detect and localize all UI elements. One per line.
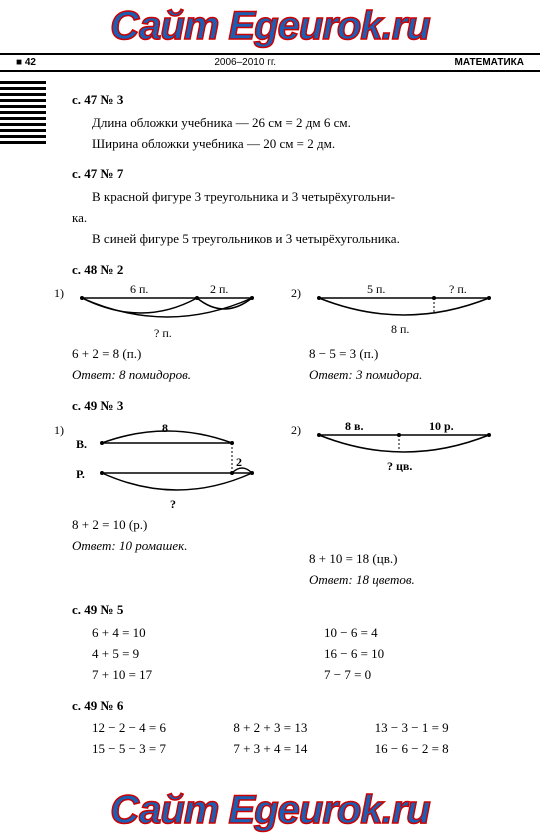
section-title: с. 49 № 5	[72, 600, 516, 621]
diagram-number: 2)	[291, 284, 301, 303]
site-logo-bottom: Сайт Egeurok.ru	[0, 784, 540, 837]
section-title: с. 47 № 7	[72, 164, 516, 185]
equation: 8 + 2 + 3 = 13	[233, 718, 374, 739]
equation: 7 − 7 = 0	[324, 665, 516, 686]
side-stripes-decoration	[0, 78, 46, 144]
diagram-number: 2)	[291, 421, 301, 440]
text-line: В синей фигуре 5 треугольников и 3 четыр…	[92, 229, 516, 250]
diagram-label: 10 р.	[429, 417, 454, 436]
text-line: В красной фигуре 3 треугольника и 3 четы…	[92, 187, 516, 208]
diagram-label: ?	[170, 495, 176, 514]
section-title: с. 47 № 3	[72, 90, 516, 111]
equation: 15 − 5 − 3 = 7	[92, 739, 233, 760]
diagram-label: 2 п.	[210, 280, 228, 299]
diagram-label: 8 п.	[391, 320, 409, 339]
diagram-49-3-2: 2) 8 в. 10 р. ? цв.	[309, 421, 516, 511]
equation: 6 + 2 = 8 (п.)	[72, 344, 279, 365]
equation: 4 + 5 = 9	[92, 644, 284, 665]
equation: 8 − 5 = 3 (п.)	[309, 344, 516, 365]
equation: 16 − 6 − 2 = 8	[375, 739, 516, 760]
equation: 8 + 2 = 10 (р.)	[72, 515, 279, 536]
text-line: Ширина обложки учебника — 20 см = 2 дм.	[92, 134, 516, 155]
diagram-label: 2	[236, 453, 242, 472]
text-line: ка.	[72, 208, 516, 229]
diagram-label: В.	[76, 435, 87, 454]
diagram-48-2-2: 2) 5 п. ? п. 8 п.	[309, 284, 516, 340]
header-subject: МАТЕМАТИКА	[454, 57, 524, 68]
diagram-label: ? цв.	[387, 457, 412, 476]
equation: 16 − 6 = 10	[324, 644, 516, 665]
diagram-label: ? п.	[449, 280, 467, 299]
equation: 13 − 3 − 1 = 9	[375, 718, 516, 739]
diagram-label: Р.	[76, 465, 85, 484]
equation-block: 12 − 2 − 4 = 68 + 2 + 3 = 1313 − 3 − 1 =…	[92, 718, 516, 760]
diagram-label: 8 в.	[345, 417, 363, 436]
page-content: с. 47 № 3 Длина обложки учебника — 26 см…	[0, 72, 540, 768]
equation: 7 + 10 = 17	[92, 665, 284, 686]
site-logo-top: Сайт Egeurok.ru	[0, 0, 540, 53]
answer: Ответ: 8 помидоров.	[72, 365, 279, 386]
equation: 12 − 2 − 4 = 6	[92, 718, 233, 739]
equation: 10 − 6 = 4	[324, 623, 516, 644]
section-title: с. 48 № 2	[72, 260, 516, 281]
header-years: 2006–2010 гг.	[214, 57, 276, 68]
diagram-number: 1)	[54, 421, 64, 440]
section-title: с. 49 № 6	[72, 696, 516, 717]
diagram-label: 6 п.	[130, 280, 148, 299]
diagram-label: 8	[162, 419, 168, 438]
answer: Ответ: 3 помидора.	[309, 365, 516, 386]
header-page: ■ 42	[16, 57, 36, 68]
equation: 6 + 4 = 10	[92, 623, 284, 644]
diagram-49-3-1: 1) В. Р. 8 2 ?	[72, 421, 279, 511]
diagram-48-2-1: 1) 6 п. 2 п. ? п.	[72, 284, 279, 340]
equation: 8 + 10 = 18 (цв.)	[309, 549, 516, 570]
equation: 7 + 3 + 4 = 14	[233, 739, 374, 760]
equation-block: 6 + 4 = 10 10 − 6 = 4 4 + 5 = 9 16 − 6 = 1…	[92, 623, 516, 685]
text-line: Длина обложки учебника — 26 см = 2 дм 6 …	[92, 113, 516, 134]
diagram-label: 5 п.	[367, 280, 385, 299]
answer: Ответ: 18 цветов.	[309, 570, 516, 591]
header-bar: ■ 42 2006–2010 гг. МАТЕМАТИКА	[0, 53, 540, 72]
diagram-label: ? п.	[154, 324, 172, 343]
diagram-number: 1)	[54, 284, 64, 303]
section-title: с. 49 № 3	[72, 396, 516, 417]
answer: Ответ: 10 ромашек.	[72, 536, 279, 557]
